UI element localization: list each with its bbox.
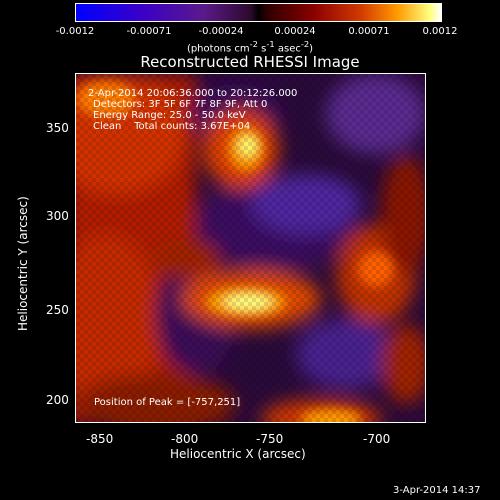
colorbar-tick: -0.0012 bbox=[55, 26, 95, 37]
y-tick: 250 bbox=[46, 303, 69, 317]
x-axis-label: Heliocentric X (arcsec) bbox=[170, 447, 306, 461]
detectors-info: Detectors: 3F 5F 6F 7F 8F 9F, Att 0 bbox=[93, 99, 268, 110]
peak-position: Position of Peak = [-757,251] bbox=[94, 397, 241, 408]
y-tick: 300 bbox=[46, 209, 69, 223]
colorbar-units: (photons cm-2 s-1 asec-2) bbox=[186, 39, 314, 55]
colorbar-tick: -0.00071 bbox=[126, 26, 172, 37]
x-tick: -800 bbox=[171, 432, 199, 446]
colorbar bbox=[75, 3, 442, 22]
colorbar-tick: -0.00024 bbox=[198, 26, 244, 37]
colorbar-tick: 0.0012 bbox=[422, 26, 458, 37]
y-axis-label: Heliocentric Y (arcsec) bbox=[16, 196, 30, 331]
x-tick: -850 bbox=[86, 432, 114, 446]
y-tick: 200 bbox=[46, 393, 69, 407]
timestamp: 3-Apr-2014 14:37 bbox=[393, 485, 481, 496]
colorbar-tick: 0.00024 bbox=[274, 26, 316, 37]
plot-title: Reconstructed RHESSI Image bbox=[140, 53, 360, 71]
clean-info: Clean Total counts: 3.67E+04 bbox=[93, 121, 251, 132]
time-range: 2-Apr-2014 20:06:36.000 to 20:12:26.000 bbox=[88, 88, 298, 99]
y-tick: 350 bbox=[46, 121, 69, 135]
x-tick: -700 bbox=[363, 432, 391, 446]
energy-range: Energy Range: 25.0 - 50.0 keV bbox=[93, 110, 246, 121]
colorbar-tick: 0.00071 bbox=[348, 26, 390, 37]
rhessi-image bbox=[75, 73, 426, 423]
image-map bbox=[76, 74, 425, 422]
x-tick: -750 bbox=[256, 432, 284, 446]
